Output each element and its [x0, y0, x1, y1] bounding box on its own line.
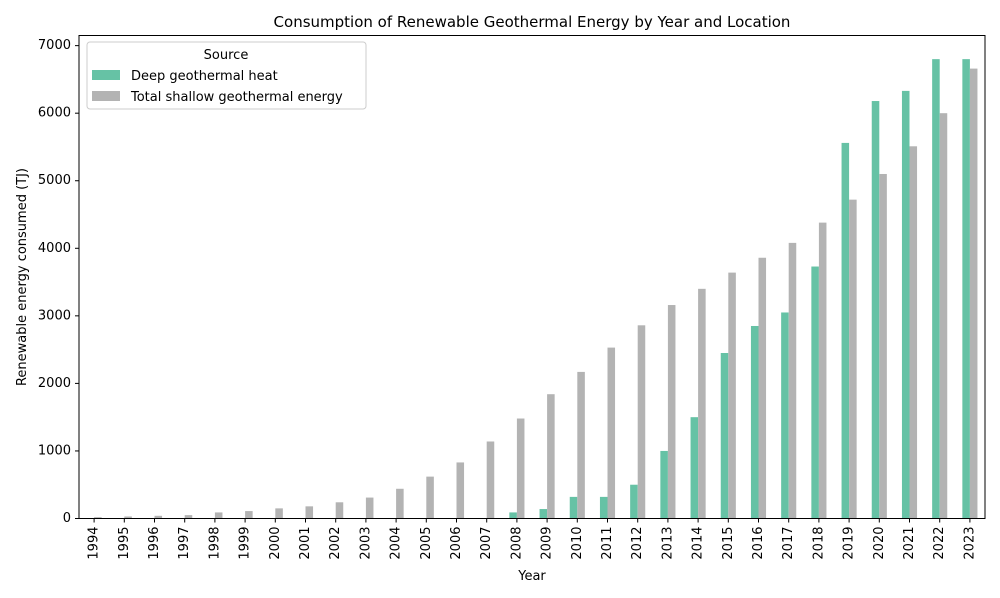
legend-label-deep: Deep geothermal heat: [131, 69, 278, 84]
legend-title: Source: [204, 48, 249, 63]
bar-shallow-2013: [667, 305, 676, 519]
bar-shallow-2001: [305, 506, 314, 519]
bar-deep-2019: [841, 142, 850, 519]
x-tick-label: 1999: [238, 527, 253, 560]
y-tick-label: 0: [63, 511, 71, 526]
bar-deep-2013: [660, 450, 668, 519]
bar-deep-2016: [750, 325, 759, 519]
x-tick-label: 2009: [540, 527, 555, 560]
x-tick-label: 2004: [389, 527, 404, 560]
bar-shallow-2018: [818, 222, 827, 519]
bar-shallow-1999: [245, 511, 253, 519]
chart-title: Consumption of Renewable Geothermal Ener…: [274, 13, 791, 31]
bar-shallow-2009: [547, 394, 555, 519]
bar-deep-2020: [871, 101, 880, 519]
bar-deep-2008: [509, 512, 517, 519]
bar-shallow-1994: [94, 517, 102, 519]
bar-shallow-2005: [426, 476, 434, 519]
bar-shallow-2004: [396, 488, 404, 519]
x-tick-label: 2016: [751, 527, 766, 560]
y-tick-label: 1000: [38, 443, 71, 458]
x-tick-label: 2019: [842, 527, 857, 560]
x-tick-label: 2002: [328, 527, 343, 560]
bar-deep-2017: [781, 312, 789, 519]
bar-shallow-1997: [184, 515, 193, 519]
legend-box: [86, 41, 367, 110]
legend: Source Deep geothermal heat Total shallo…: [86, 41, 367, 110]
x-tick-label: 2023: [962, 527, 977, 560]
bar-deep-2012: [630, 484, 638, 519]
bar-shallow-2021: [909, 146, 918, 519]
bar-shallow-2006: [456, 462, 465, 519]
x-tick-label: 2014: [691, 527, 706, 560]
bar-shallow-2014: [698, 288, 706, 519]
legend-swatch-deep: [92, 70, 120, 80]
bar-shallow-2016: [758, 257, 767, 519]
y-axis: 0 1000 2000 3000 4000 5000 6000 7000: [38, 38, 79, 526]
bar-shallow-2011: [607, 347, 616, 519]
bar-shallow-2003: [365, 497, 374, 519]
bar-deep-2009: [539, 509, 548, 519]
x-tick-label: 2015: [721, 527, 736, 560]
bar-shallow-2015: [728, 272, 736, 519]
bar-shallow-1995: [124, 516, 132, 519]
x-tick-label: 2006: [449, 527, 464, 560]
y-tick-label: 2000: [38, 376, 71, 391]
bar-shallow-1998: [214, 512, 223, 519]
bar-deep-2014: [690, 417, 699, 519]
x-tick-label: 2013: [660, 527, 675, 560]
bar-shallow-2017: [788, 242, 797, 519]
x-axis: 1994 1995 1996 1997 1998 1999 2000 2001 2002 2003…: [87, 518, 977, 560]
bar-shallow-2019: [849, 199, 857, 519]
x-tick-label: 1996: [147, 527, 162, 560]
bar-shallow-1996: [154, 515, 163, 519]
bar-deep-2021: [901, 90, 910, 519]
bar-shallow-2007: [486, 441, 495, 519]
y-tick-label: 5000: [38, 173, 71, 188]
legend-swatch-shallow: [92, 91, 120, 101]
x-tick-label: 2011: [600, 527, 615, 560]
x-tick-label: 2021: [902, 527, 917, 560]
bar-deep-2018: [811, 266, 819, 519]
y-axis-title: Renewable energy consumed (TJ): [15, 168, 30, 386]
x-tick-label: 2001: [298, 527, 313, 560]
bar-shallow-2023: [969, 68, 978, 519]
x-tick-label: 2018: [811, 527, 826, 560]
x-tick-label: 1998: [207, 527, 222, 560]
x-tick-label: 2000: [268, 527, 283, 560]
bar-deep-2011: [599, 496, 608, 519]
x-tick-label: 2005: [419, 527, 434, 560]
bar-deep-2023: [962, 59, 970, 519]
bar-shallow-2010: [577, 371, 585, 519]
y-tick-label: 7000: [38, 38, 71, 53]
bar-shallow-2002: [335, 502, 344, 519]
x-tick-label: 2008: [509, 527, 524, 560]
bar-deep-2010: [569, 496, 578, 519]
bar-shallow-2000: [275, 508, 283, 519]
x-tick-label: 1994: [87, 527, 102, 560]
bar-shallow-2020: [879, 173, 887, 519]
bar-shallow-2008: [516, 418, 525, 519]
bar-shallow-2012: [637, 325, 646, 519]
x-tick-label: 2007: [479, 527, 494, 560]
x-tick-label: 2003: [358, 527, 373, 560]
x-axis-title: Year: [517, 569, 546, 584]
x-tick-label: 2020: [872, 527, 887, 560]
bars-group: [94, 59, 978, 519]
x-tick-label: 2017: [781, 527, 796, 560]
x-tick-label: 2012: [630, 527, 645, 560]
y-tick-label: 6000: [38, 106, 71, 121]
x-tick-label: 1997: [177, 527, 192, 560]
y-tick-label: 3000: [38, 308, 71, 323]
x-tick-label: 2010: [570, 527, 585, 560]
x-tick-label: 2022: [932, 527, 947, 560]
plot-frame: [78, 35, 986, 519]
bar-deep-2022: [932, 59, 940, 519]
y-tick-label: 4000: [38, 241, 71, 256]
bar-deep-2015: [720, 353, 729, 519]
bar-shallow-2022: [939, 113, 948, 519]
legend-label-shallow: Total shallow geothermal energy: [130, 90, 343, 105]
x-tick-label: 1995: [117, 527, 132, 560]
